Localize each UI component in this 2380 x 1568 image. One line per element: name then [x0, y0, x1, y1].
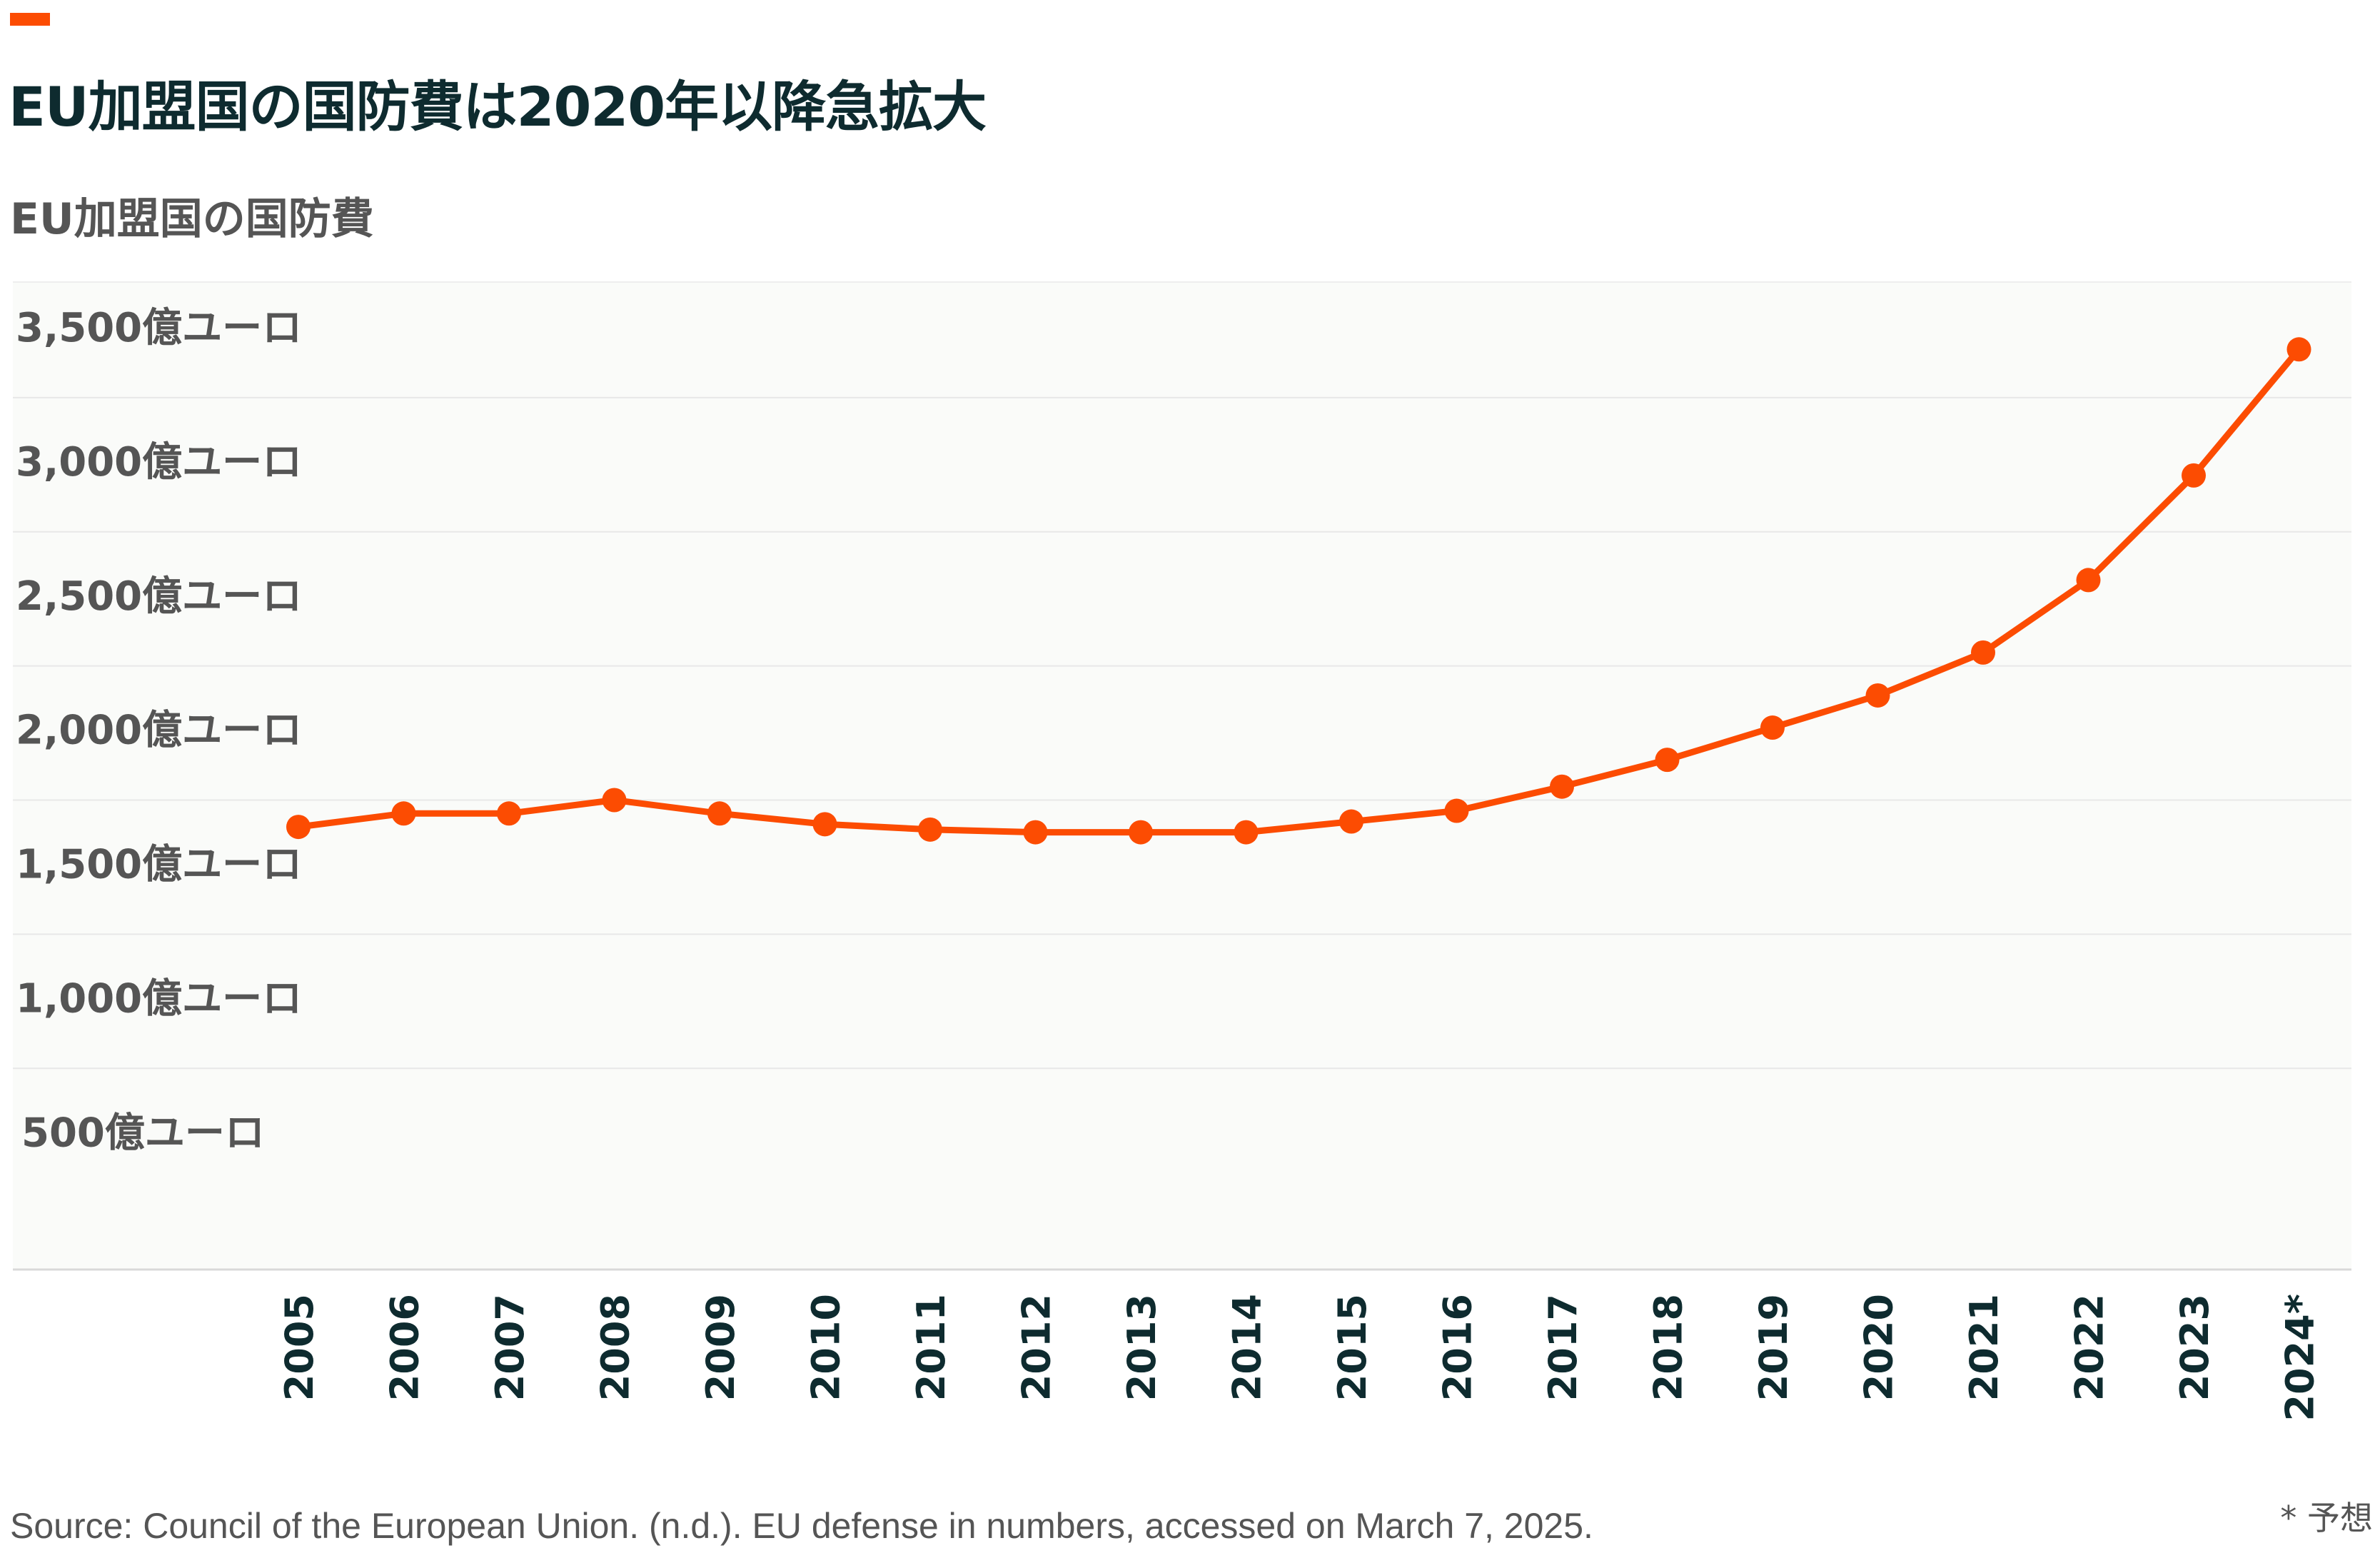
y-axis-ticks: 500億ユーロ 1,000億ユーロ 1,500億ユーロ 2,000億ユーロ 2,500億…: [16, 305, 302, 1156]
data-point-2005: [286, 815, 311, 840]
x-tick-label: 2019: [1751, 1294, 1796, 1401]
data-point-2023: [2182, 463, 2206, 488]
plot-area: [13, 282, 2351, 1270]
data-points: [286, 337, 2311, 845]
x-tick-label: 2005: [277, 1294, 322, 1401]
x-tick-label: 2014: [1225, 1294, 1270, 1401]
data-point-2014: [1234, 820, 1259, 845]
x-tick-label: 2007: [488, 1294, 533, 1401]
data-point-2013: [1129, 820, 1153, 845]
source-note: Source: Council of the European Union. (…: [10, 1506, 1593, 1546]
data-point-2008: [602, 788, 627, 813]
x-tick-label: 2017: [1541, 1294, 1585, 1401]
data-point-2007: [497, 801, 521, 826]
x-tick-label: 2006: [383, 1294, 428, 1401]
x-tick-label: 2016: [1436, 1294, 1481, 1401]
data-point-2015: [1339, 809, 1363, 834]
data-point-2022: [2076, 568, 2101, 593]
x-tick-label: 2013: [1119, 1294, 1164, 1401]
data-point-2011: [918, 817, 942, 842]
data-point-2006: [391, 801, 416, 826]
x-tick-label: 2024*: [2278, 1294, 2323, 1422]
forecast-footnote: * 予想: [2280, 1499, 2373, 1537]
y-tick-label: 3,500億ユーロ: [16, 305, 302, 351]
x-axis-ticks: 2005 2006 2007 2008 2009 2010 2011 2012 2013 2014…: [277, 1294, 2323, 1422]
y-tick-label: 2,500億ユーロ: [16, 573, 302, 620]
series-line: [295, 346, 2302, 836]
data-point-2024: [2286, 337, 2311, 362]
x-tick-label: 2011: [909, 1294, 954, 1401]
x-tick-label: 2022: [2067, 1294, 2112, 1401]
data-point-2016: [1444, 798, 1469, 823]
y-tick-label: 1,500億ユーロ: [16, 842, 302, 888]
data-point-2009: [707, 801, 732, 826]
x-tick-label: 2010: [804, 1294, 849, 1401]
y-tick-label: 2,000億ユーロ: [16, 708, 302, 754]
data-point-2020: [1865, 683, 1890, 708]
accent-bar: [10, 13, 50, 26]
data-point-2021: [1971, 640, 1995, 665]
y-tick-label: 1,000億ユーロ: [16, 975, 302, 1022]
y-tick-label: 3,000億ユーロ: [16, 439, 302, 486]
gridlines: [13, 281, 2351, 1271]
data-point-2010: [812, 812, 837, 837]
x-tick-label: 2008: [593, 1294, 638, 1401]
data-point-2017: [1550, 774, 1574, 799]
x-tick-label: 2023: [2172, 1294, 2217, 1401]
x-tick-label: 2020: [1857, 1294, 1902, 1401]
data-point-2019: [1760, 715, 1785, 740]
data-point-2018: [1655, 748, 1680, 773]
x-tick-label: 2021: [1962, 1294, 2007, 1401]
chart-title: EU加盟国の国防費は2020年以降急拡大: [9, 75, 987, 139]
x-tick-label: 2012: [1014, 1294, 1059, 1401]
x-tick-label: 2015: [1330, 1294, 1375, 1401]
x-tick-label: 2018: [1646, 1294, 1691, 1401]
data-point-2012: [1023, 820, 1048, 845]
x-tick-label: 2009: [698, 1294, 743, 1401]
y-tick-label: 500億ユーロ: [21, 1110, 265, 1156]
chart-subtitle: EU加盟国の国防費: [10, 194, 374, 244]
